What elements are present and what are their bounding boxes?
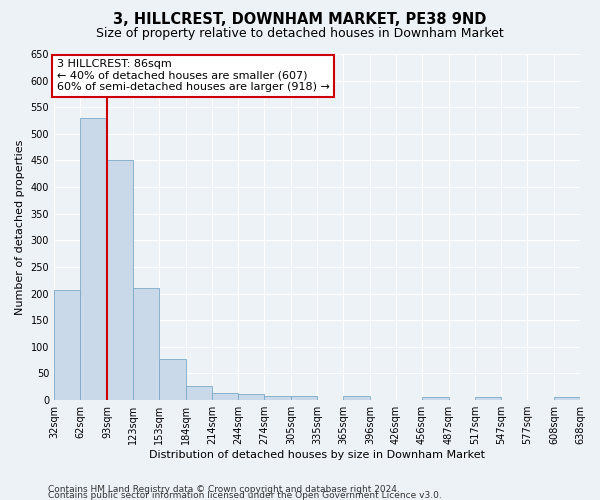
Text: 3 HILLCREST: 86sqm
← 40% of detached houses are smaller (607)
60% of semi-detach: 3 HILLCREST: 86sqm ← 40% of detached hou…	[56, 59, 329, 92]
Text: 3, HILLCREST, DOWNHAM MARKET, PE38 9ND: 3, HILLCREST, DOWNHAM MARKET, PE38 9ND	[113, 12, 487, 28]
Y-axis label: Number of detached properties: Number of detached properties	[15, 140, 25, 314]
Bar	[554, 398, 580, 400]
Bar	[212, 392, 238, 400]
X-axis label: Distribution of detached houses by size in Downham Market: Distribution of detached houses by size …	[149, 450, 485, 460]
Text: Contains public sector information licensed under the Open Government Licence v3: Contains public sector information licen…	[48, 491, 442, 500]
Bar	[133, 288, 159, 400]
Text: Contains HM Land Registry data © Crown copyright and database right 2024.: Contains HM Land Registry data © Crown c…	[48, 484, 400, 494]
Bar	[186, 386, 212, 400]
Bar	[291, 396, 317, 400]
Bar	[343, 396, 370, 400]
Bar	[238, 394, 264, 400]
Bar	[80, 118, 107, 400]
Bar	[264, 396, 291, 400]
Bar	[54, 290, 80, 400]
Bar	[159, 358, 186, 400]
Bar	[107, 160, 133, 400]
Bar	[475, 398, 501, 400]
Bar	[422, 398, 449, 400]
Text: Size of property relative to detached houses in Downham Market: Size of property relative to detached ho…	[96, 28, 504, 40]
